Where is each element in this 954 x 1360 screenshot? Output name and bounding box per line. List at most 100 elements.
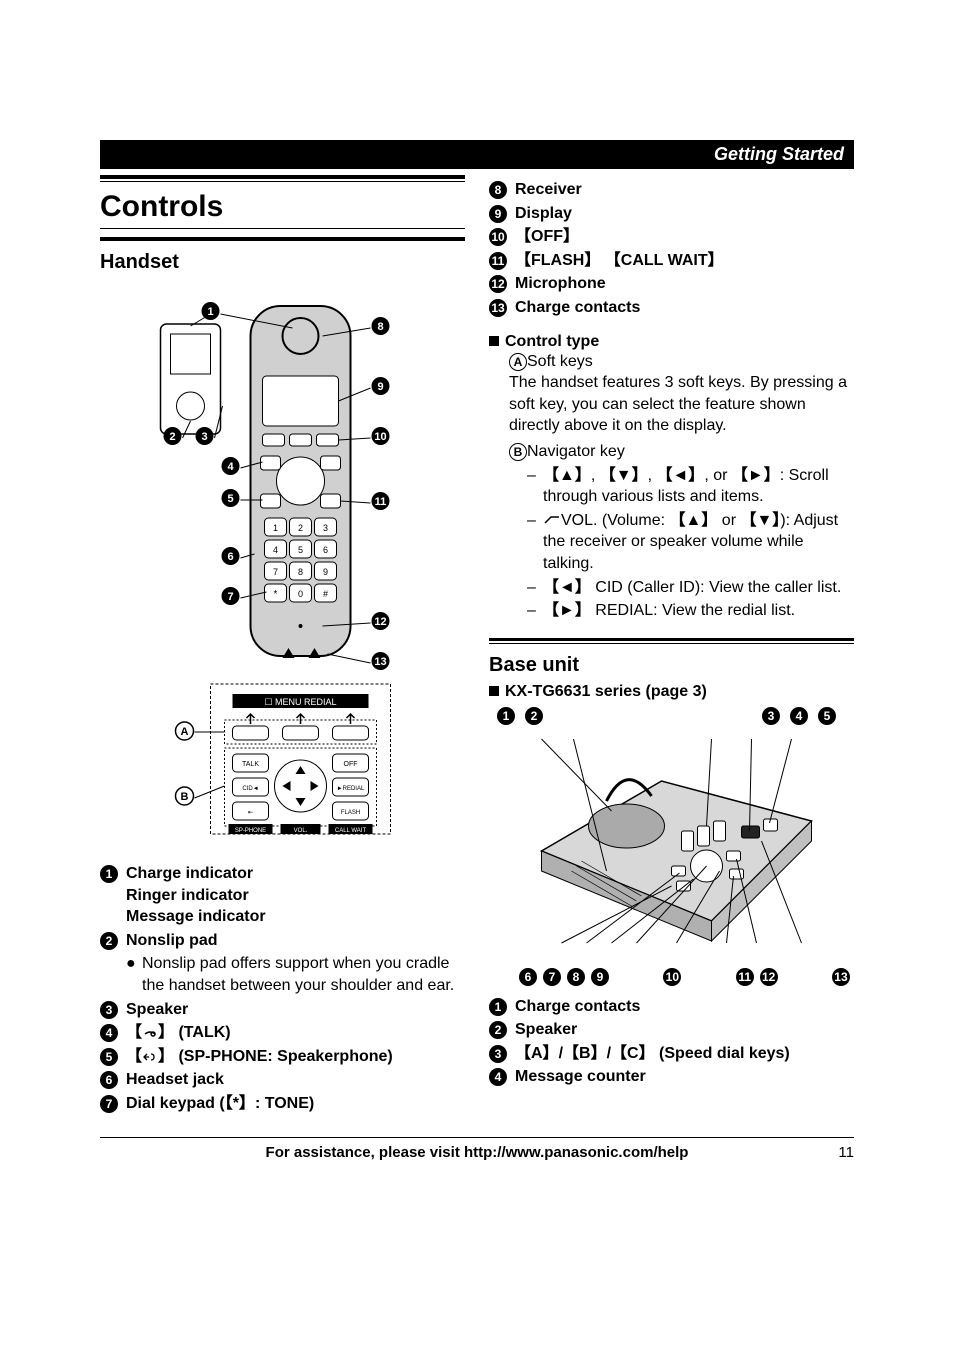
- callout-number: 11: [736, 968, 754, 986]
- handset-heading: Handset: [100, 251, 465, 274]
- callout-body: 【】 (SP-PHONE: Speakerphone): [126, 1046, 465, 1068]
- callout-number: 1: [100, 863, 126, 885]
- callout-body: Display: [515, 203, 854, 225]
- control-type-header: Control type: [489, 333, 854, 351]
- callout-item: 8Receiver: [489, 179, 854, 201]
- base-top-callouts: 12345: [489, 707, 854, 725]
- svg-text:7: 7: [273, 567, 278, 577]
- svg-text:5: 5: [227, 493, 233, 505]
- svg-text:2: 2: [298, 523, 303, 533]
- right-column: 8Receiver9Display10【OFF】11【FLASH】 【CALL …: [489, 175, 854, 1117]
- callout-number: 4: [100, 1022, 126, 1044]
- square-bullet-icon: [489, 686, 499, 696]
- callout-item: 5【】 (SP-PHONE: Speakerphone): [100, 1046, 465, 1068]
- callout-number: 2: [489, 1019, 515, 1041]
- callout-item: 4【】 (TALK): [100, 1022, 465, 1044]
- handset-callout-list: 1Charge indicatorRinger indicatorMessage…: [100, 863, 465, 1115]
- callout-body: 【OFF】: [515, 226, 854, 248]
- svg-text:3: 3: [201, 431, 207, 443]
- svg-text:FLASH: FLASH: [341, 810, 360, 816]
- rule: [100, 175, 465, 179]
- square-bullet-icon: [489, 336, 499, 346]
- callout-item: 12Microphone: [489, 273, 854, 295]
- svg-text:☐ MENU REDIAL: ☐ MENU REDIAL: [264, 697, 336, 707]
- svg-text:6: 6: [227, 551, 233, 563]
- page-number: 11: [814, 1144, 854, 1161]
- svg-text:4: 4: [273, 545, 278, 555]
- callout-number: 13: [832, 968, 850, 986]
- letter-a-icon: A: [509, 353, 527, 371]
- callout-item: 13Charge contacts: [489, 297, 854, 319]
- callout-item: 9Display: [489, 203, 854, 225]
- callout-number: 8: [567, 968, 585, 986]
- svg-text:CID◄: CID◄: [242, 786, 258, 792]
- callout-body: Dial keypad (【*】: TONE): [126, 1093, 465, 1115]
- callout-item: 3【A】/【B】/【C】 (Speed dial keys): [489, 1043, 854, 1065]
- svg-text:6: 6: [323, 545, 328, 555]
- callout-number: 12: [489, 273, 515, 295]
- nav-bullet: –【▲】, 【▼】, 【◄】, or 【►】: Scroll through v…: [527, 465, 854, 508]
- svg-text:5: 5: [298, 545, 303, 555]
- page-title: Controls: [100, 190, 465, 224]
- callout-number: 9: [489, 203, 515, 225]
- two-column-layout: Controls Handset: [100, 175, 854, 1117]
- nav-bullet: –VOL. (Volume: 【▲】 or 【▼】): Adjust the r…: [527, 510, 854, 575]
- svg-text:⇤: ⇤: [248, 810, 253, 816]
- callout-number: 3: [100, 999, 126, 1021]
- svg-text:VOL.: VOL.: [294, 828, 308, 834]
- callout-sub: ●Nonslip pad offers support when you cra…: [126, 953, 465, 996]
- callout-number: 10: [489, 226, 515, 248]
- callout-body: Charge indicatorRinger indicatorMessage …: [126, 863, 465, 928]
- base-callout-list: 1Charge contacts2Speaker3【A】/【B】/【C】 (Sp…: [489, 996, 854, 1088]
- callout-body: Speaker: [126, 999, 465, 1021]
- base-unit-diagram: [489, 731, 854, 951]
- base-bottom-callouts: 678910111213: [489, 968, 854, 986]
- callout-item: 2Speaker: [489, 1019, 854, 1041]
- callout-body: 【】 (TALK): [126, 1022, 465, 1044]
- page-footer: For assistance, please visit http://www.…: [100, 1137, 854, 1161]
- callout-number: 6: [519, 968, 537, 986]
- callout-number: 7: [100, 1093, 126, 1115]
- callout-body: Charge contacts: [515, 996, 854, 1018]
- svg-text:9: 9: [323, 567, 328, 577]
- svg-text:B: B: [181, 791, 189, 803]
- svg-text:7: 7: [227, 591, 233, 603]
- svg-text:2: 2: [169, 431, 175, 443]
- footer-assist-text: For assistance, please visit http://www.…: [140, 1144, 814, 1161]
- callout-item: 4Message counter: [489, 1066, 854, 1088]
- svg-text:1: 1: [207, 306, 213, 318]
- nav-bullet: –【◄】 CID (Caller ID): View the caller li…: [527, 577, 854, 599]
- callout-number: 9: [591, 968, 609, 986]
- callout-number: 13: [489, 297, 515, 319]
- callout-number: 7: [543, 968, 561, 986]
- callout-number: 8: [489, 179, 515, 201]
- callout-body: Speaker: [515, 1019, 854, 1041]
- svg-text:11: 11: [375, 496, 387, 508]
- svg-text:10: 10: [374, 431, 386, 443]
- rule: [100, 237, 465, 241]
- callout-number: 4: [489, 1066, 515, 1088]
- callout-item: 1Charge contacts: [489, 996, 854, 1018]
- callout-item: 1Charge indicatorRinger indicatorMessage…: [100, 863, 465, 928]
- callout-body: 【A】/【B】/【C】 (Speed dial keys): [515, 1043, 854, 1065]
- rule: [100, 181, 465, 182]
- rule: [489, 643, 854, 644]
- callout-item: 3Speaker: [100, 999, 465, 1021]
- svg-text:9: 9: [377, 381, 383, 393]
- svg-text:#: #: [323, 589, 328, 599]
- callout-body: Charge contacts: [515, 297, 854, 319]
- svg-text:OFF: OFF: [344, 761, 358, 768]
- left-column: Controls Handset: [100, 175, 465, 1117]
- callout-body: Headset jack: [126, 1069, 465, 1091]
- svg-text:13: 13: [374, 656, 386, 668]
- callout-body: Receiver: [515, 179, 854, 201]
- soft-keys-block: ASoft keys The handset features 3 soft k…: [509, 351, 854, 622]
- callout-number: 11: [489, 250, 515, 272]
- svg-text:8: 8: [377, 321, 383, 333]
- callout-body: 【FLASH】 【CALL WAIT】: [515, 250, 854, 272]
- svg-text:0: 0: [298, 589, 303, 599]
- callout-number: 4: [790, 707, 808, 725]
- svg-text:8: 8: [298, 567, 303, 577]
- letter-b-icon: B: [509, 443, 527, 461]
- callout-number: 3: [489, 1043, 515, 1065]
